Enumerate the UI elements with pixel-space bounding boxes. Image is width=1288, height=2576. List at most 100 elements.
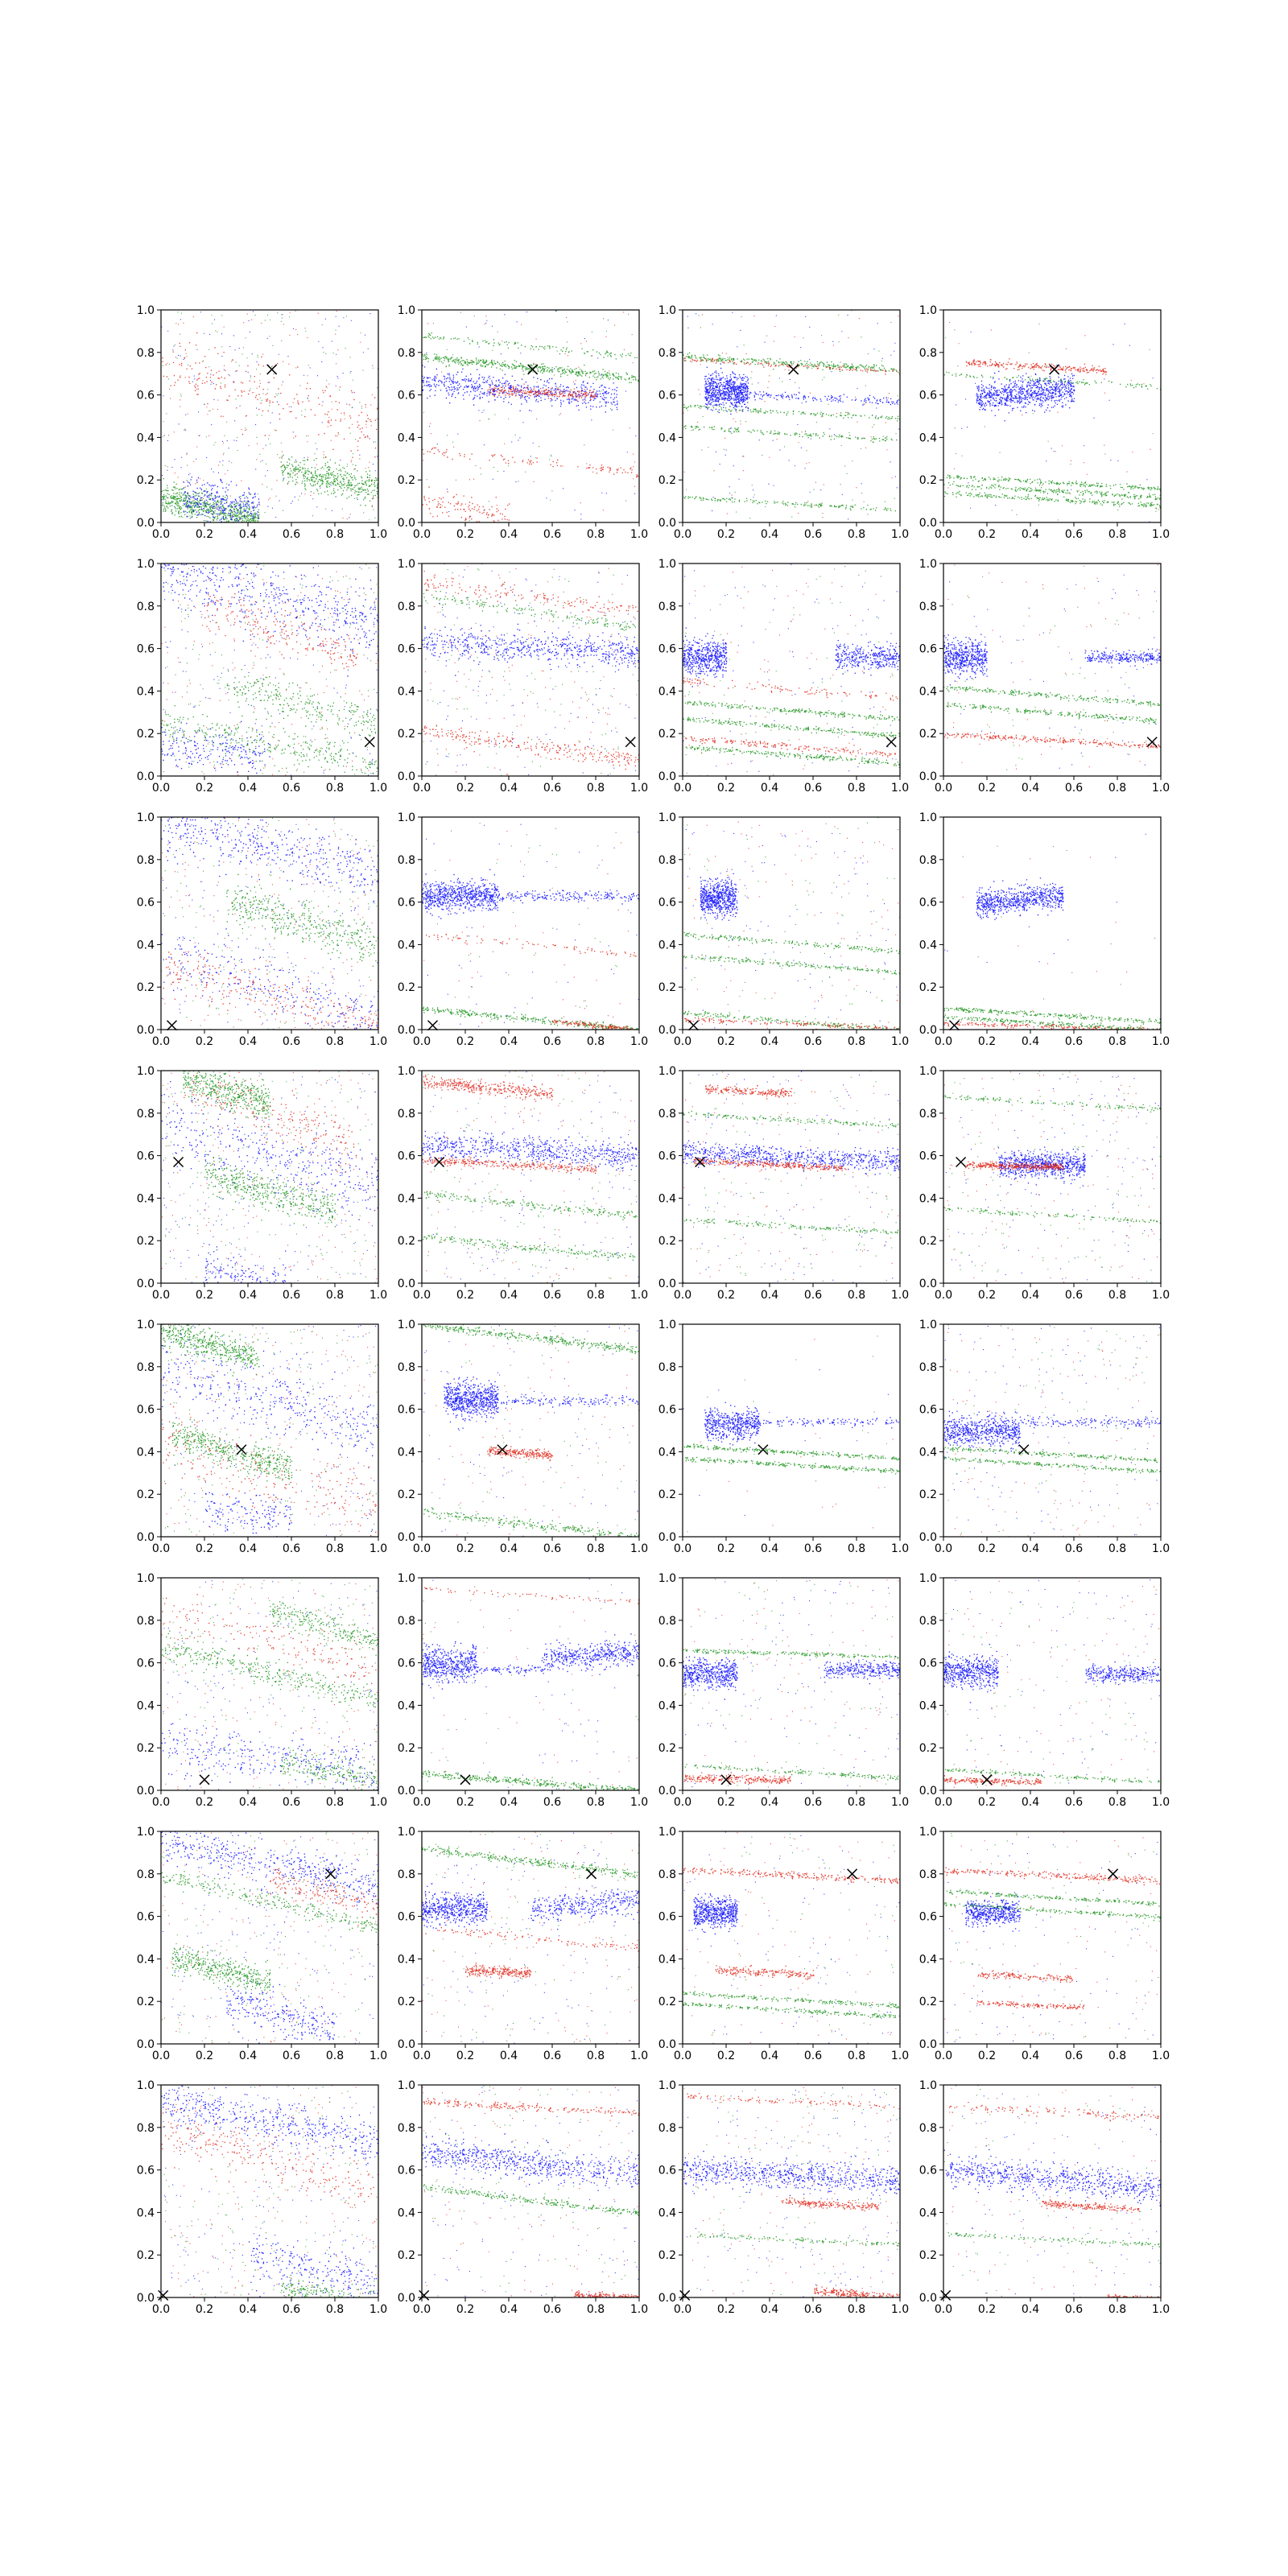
red-cluster-2 xyxy=(715,1964,815,1980)
y-tick-label: 0.8 xyxy=(137,347,155,360)
axes-frame xyxy=(682,816,901,1030)
y-tick-label: 0.8 xyxy=(658,2122,676,2135)
y-tick-label: 0.2 xyxy=(137,728,155,741)
x-tick-label: 0.8 xyxy=(1108,2303,1126,2316)
x-tick-label: 0.4 xyxy=(1022,1796,1039,1809)
x-tick-label: 0.0 xyxy=(413,528,431,541)
x-tick-label: 0.6 xyxy=(1065,2303,1083,2316)
blue-cluster-2 xyxy=(530,1889,639,1930)
y-tick-label: 1.0 xyxy=(398,2079,415,2092)
x-tick-label: 0.6 xyxy=(1065,1542,1083,1555)
scatter-points xyxy=(943,1324,1161,1537)
axes-frame xyxy=(160,2084,379,2298)
y-tick-label: 0.8 xyxy=(919,854,937,867)
panel-r7-c2: 0.0 0.2 0.4 0.6 0.8 1.0 0.0 0.2 0.4 0.6 0.8 1.0 xyxy=(658,2079,909,2316)
y-tick-label: 0.2 xyxy=(398,474,415,487)
x-tick-label: 1.0 xyxy=(1152,1796,1170,1809)
y-tick-label: 1.0 xyxy=(398,1572,415,1585)
x-tick-label: 0.6 xyxy=(543,1289,561,1302)
x-tick-label: 0.6 xyxy=(804,782,822,795)
panel-r2-c1: 0.0 0.2 0.4 0.6 0.8 1.0 0.0 0.2 0.4 0.6 0.8 1.0 xyxy=(398,811,648,1048)
x-tick-label: 0.0 xyxy=(674,2303,691,2316)
x-tick-label: 0.8 xyxy=(848,1035,865,1048)
green-cluster-2 xyxy=(683,1649,899,1659)
x-tick-label: 0.2 xyxy=(456,1796,474,1809)
x-tick-label: 0.0 xyxy=(935,528,952,541)
scatter-points xyxy=(944,1831,1161,2044)
y-tick-label: 0.6 xyxy=(919,1150,937,1163)
x-tick-label: 0.2 xyxy=(717,528,735,541)
y-tick-label: 0.4 xyxy=(137,1699,155,1712)
axes-frame xyxy=(160,1070,379,1284)
y-tick-label: 0.4 xyxy=(137,685,155,698)
panel-r1-c0: 0.0 0.2 0.4 0.6 0.8 1.0 0.0 0.2 0.4 0.6 0.8 1.0 xyxy=(137,558,387,795)
red-cluster-1 xyxy=(684,357,898,375)
y-tick-label: 0.2 xyxy=(137,2249,155,2262)
y-tick-label: 1.0 xyxy=(919,1065,937,1078)
y-tick-label: 0.8 xyxy=(398,1615,415,1628)
blue-cluster-1 xyxy=(835,640,900,676)
y-tick-label: 0.2 xyxy=(919,1996,937,2008)
x-tick-label: 0.4 xyxy=(761,782,778,795)
panel-r0-c1: 0.0 0.2 0.4 0.6 0.8 1.0 0.0 0.2 0.4 0.6 0.8 1.0 xyxy=(398,304,648,541)
y-tick-label: 1.0 xyxy=(919,558,937,571)
x-tick-label: 0.6 xyxy=(283,2303,300,2316)
x-tick-label: 0.4 xyxy=(239,1796,257,1809)
x-marker xyxy=(1049,364,1060,375)
y-tick-label: 0.0 xyxy=(398,2292,415,2305)
x-tick-label: 1.0 xyxy=(630,1289,648,1302)
plot-area xyxy=(683,564,900,776)
y-tick-label: 0.4 xyxy=(398,1953,415,1966)
green-cluster-2 xyxy=(683,1443,900,1461)
plot-area xyxy=(161,310,378,522)
blue-cluster-0 xyxy=(976,877,1064,920)
y-tick-label: 0.0 xyxy=(398,2038,415,2051)
scatter-points xyxy=(683,1071,900,1283)
x-tick-label: 0.4 xyxy=(1022,1289,1039,1302)
y-tick-label: 1.0 xyxy=(658,1572,676,1585)
plot-area xyxy=(422,1831,639,2044)
y-tick-label: 0.4 xyxy=(919,1699,937,1712)
panel-r3-c0: 0.0 0.2 0.4 0.6 0.8 1.0 0.0 0.2 0.4 0.6 0.8 1.0 xyxy=(137,1065,387,1302)
x-tick-label: 0.2 xyxy=(196,1035,213,1048)
x-marker xyxy=(427,1020,439,1031)
x-tick-label: 0.0 xyxy=(152,1289,170,1302)
plot-area xyxy=(161,1831,378,2044)
axes-frame xyxy=(943,309,1162,523)
x-tick-label: 0.4 xyxy=(761,1035,778,1048)
green-cluster-2 xyxy=(683,954,900,975)
y-tick-label: 0.0 xyxy=(137,1531,155,1544)
y-tick-label: 1.0 xyxy=(658,1065,676,1078)
y-tick-label: 0.2 xyxy=(137,474,155,487)
green-cluster-3 xyxy=(943,481,1161,501)
y-tick-label: 0.4 xyxy=(919,685,937,698)
y-tick-label: 0.2 xyxy=(658,2249,676,2262)
y-tick-label: 0.4 xyxy=(137,1953,155,1966)
x-tick-label: 1.0 xyxy=(891,1289,909,1302)
y-tick-label: 1.0 xyxy=(398,304,415,317)
y-tick-label: 0.6 xyxy=(919,643,937,656)
scatter-points xyxy=(422,1831,639,2044)
x-tick-label: 0.6 xyxy=(1065,1035,1083,1048)
plot-area xyxy=(683,1324,900,1537)
y-tick-label: 0.2 xyxy=(137,1235,155,1248)
x-marker xyxy=(788,364,799,375)
y-tick-label: 0.6 xyxy=(919,2165,937,2178)
blue-cluster-1 xyxy=(444,1377,499,1430)
plot-area xyxy=(161,1578,378,1790)
plot-area xyxy=(943,817,1161,1030)
x-tick-label: 0.6 xyxy=(283,1035,300,1048)
x-tick-label: 0.4 xyxy=(761,2303,778,2316)
axes-frame xyxy=(421,1070,640,1284)
green-cluster-2 xyxy=(943,1444,1161,1463)
x-marker xyxy=(1108,1868,1119,1880)
y-tick-label: 0.8 xyxy=(658,854,676,867)
blue-cluster-0 xyxy=(943,1644,999,1703)
y-tick-label: 0.6 xyxy=(137,1404,155,1417)
panel-r6-c2: 0.0 0.2 0.4 0.6 0.8 1.0 0.0 0.2 0.4 0.6 0.8 1.0 xyxy=(658,1826,909,2062)
y-tick-label: 0.0 xyxy=(137,517,155,530)
green-cluster-4 xyxy=(685,745,900,768)
y-tick-label: 0.6 xyxy=(398,897,415,910)
y-tick-label: 0.8 xyxy=(398,1108,415,1121)
x-tick-label: 0.4 xyxy=(239,782,257,795)
